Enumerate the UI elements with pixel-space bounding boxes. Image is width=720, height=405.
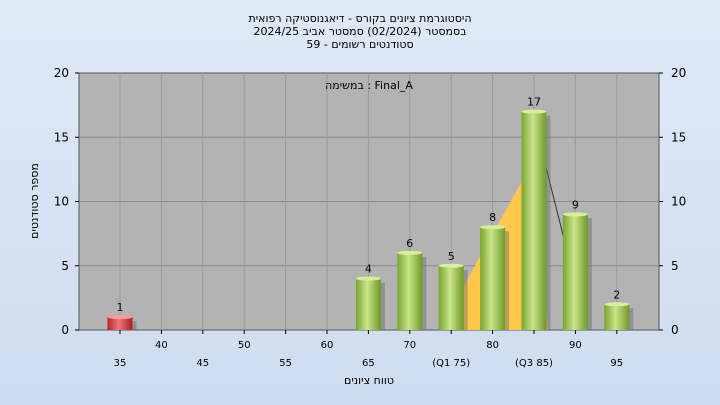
y-tick-label-right: 15: [671, 130, 686, 144]
bar: [480, 227, 506, 330]
y-tick-label-left: 10: [54, 195, 69, 209]
bar-top: [438, 263, 464, 268]
x-tick-label: 50: [238, 340, 251, 351]
bar: [107, 317, 133, 330]
bar-top: [397, 250, 423, 255]
x-tick-label: 80: [486, 340, 499, 351]
y-axis-right-ticks: 0 5 10 15 20: [659, 66, 686, 337]
y-tick-label-left: 20: [54, 66, 69, 80]
bar-top: [604, 302, 630, 307]
data-label: 1: [117, 301, 124, 314]
bar-top: [562, 212, 588, 217]
data-label: 5: [448, 250, 455, 263]
bar-top: [480, 225, 506, 230]
y-axis-left-ticks: 0 5 10 15 20: [54, 66, 79, 337]
x-tick-label: 70: [403, 340, 416, 351]
y-tick-label-right: 0: [671, 323, 679, 337]
data-label: 8: [489, 211, 496, 224]
data-label: 6: [406, 237, 413, 250]
x-tick-label: 45: [196, 358, 209, 369]
x-tick-label: 90: [569, 340, 582, 351]
x-axis-ticks: 35 40 45 50 55 60 65 70 (Q1 75) 80 (Q3 85) 90 95: [114, 330, 623, 369]
y-tick-label-right: 20: [671, 66, 686, 80]
x-tick-label: 35: [114, 358, 127, 369]
title-line-2: בסמסטר (02/2024) סמסטר אביב 2024/25: [253, 25, 466, 38]
chart-subtitle: במשימה : Final_A: [325, 79, 413, 92]
y-tick-label-left: 0: [61, 323, 69, 337]
data-labels: 1 4 6 5 8 17 9 2: [117, 96, 621, 315]
title-line-1: היסטוגרמת ציונים בקורס - דיאגנוסטיקה רפו…: [248, 12, 471, 25]
bar: [562, 214, 588, 330]
x-tick-label: (Q3 85): [515, 358, 553, 369]
x-tick-label: 40: [155, 340, 168, 351]
bar-top: [521, 109, 547, 114]
bars: [107, 109, 634, 330]
title-line-3: סטודנטים רשומים - 59: [306, 38, 413, 51]
y-axis-label: מספר סטודנטים: [28, 163, 41, 239]
x-axis-label: טווח ציונים: [344, 374, 394, 387]
y-tick-label-right: 5: [671, 259, 679, 273]
bar: [438, 265, 464, 330]
x-tick-label: 60: [321, 340, 334, 351]
data-label: 2: [613, 288, 620, 301]
data-label: 17: [527, 96, 541, 109]
x-tick-label: (Q1 75): [432, 358, 470, 369]
bar-top: [355, 276, 381, 281]
y-tick-label-left: 15: [54, 130, 69, 144]
x-tick-label: 65: [362, 358, 375, 369]
x-tick-label: 55: [279, 358, 292, 369]
x-tick-label: 95: [610, 358, 623, 369]
chart-title: היסטוגרמת ציונים בקורס - דיאגנוסטיקה רפו…: [248, 12, 471, 51]
y-tick-label-right: 10: [671, 195, 686, 209]
bar: [355, 278, 381, 330]
bar: [397, 252, 423, 330]
bar-top: [107, 315, 133, 320]
data-label: 9: [572, 198, 579, 211]
bar: [521, 111, 547, 330]
data-label: 4: [365, 263, 372, 276]
y-tick-label-left: 5: [61, 259, 69, 273]
bar: [604, 304, 630, 330]
